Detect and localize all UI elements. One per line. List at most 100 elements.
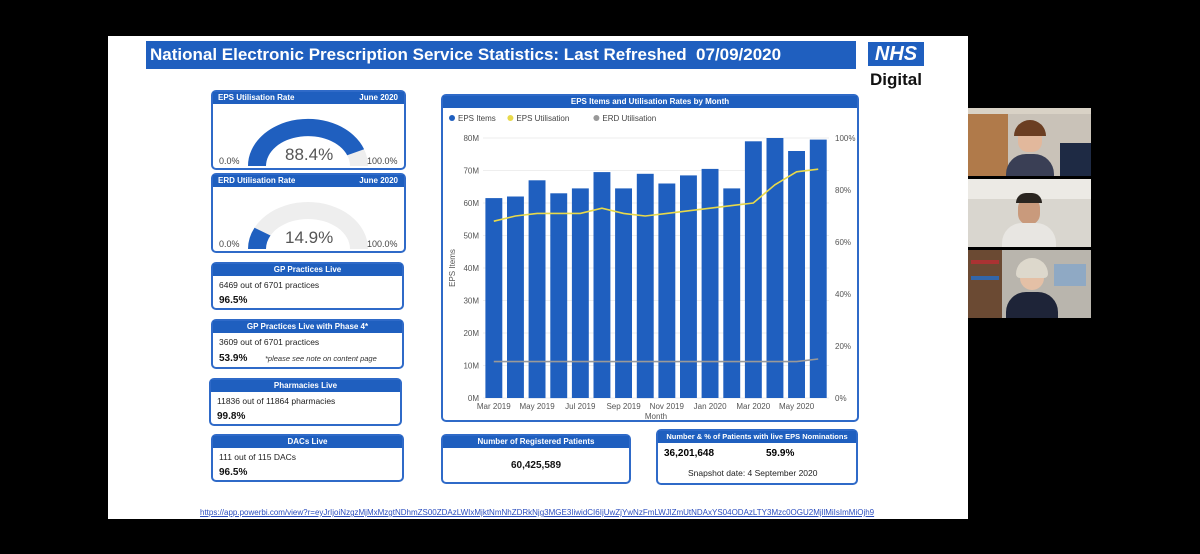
bar xyxy=(571,188,589,398)
erd-gauge-min: 0.0% xyxy=(219,239,240,249)
bar xyxy=(593,172,611,398)
x-tick-label: Jan 2020 xyxy=(694,402,727,411)
bar xyxy=(507,196,524,398)
x-tick-label: Mar 2020 xyxy=(736,402,770,411)
bar xyxy=(485,198,503,398)
nominations-title: Number & % of Patients with live EPS Nom… xyxy=(658,431,856,443)
pharmacies-live-detail: 11836 out of 11864 pharmacies xyxy=(217,396,336,406)
nominations-count: 36,201,648 xyxy=(664,448,715,459)
x-tick-label: Nov 2019 xyxy=(650,402,685,411)
gp-practices-live-pct: 96.5% xyxy=(219,295,248,306)
erd-gauge xyxy=(248,202,368,249)
erd-utilisation-line xyxy=(493,358,819,363)
y-tick-label: 50M xyxy=(463,232,479,241)
y-tick-label: 30M xyxy=(463,297,479,306)
legend-label: EPS Items xyxy=(458,114,496,123)
legend-marker xyxy=(593,115,600,121)
erd-gauge-track xyxy=(248,202,368,249)
gp-practices-live-title: GP Practices Live xyxy=(213,264,402,276)
erd-utilisation-label: ERD Utilisation Rate xyxy=(218,176,296,185)
bar xyxy=(528,180,546,399)
bar xyxy=(680,175,697,398)
y2-tick-label: 100% xyxy=(835,134,855,143)
bar xyxy=(658,183,676,398)
gp-phase4-pct: 53.9% xyxy=(219,353,248,364)
powerbi-link[interactable]: https://app.powerbi.com/view?r=eyJrIjoiN… xyxy=(200,508,875,517)
erd-utilisation-card: ERD Utilisation Rate June 2020 0.0% 14.9… xyxy=(211,173,406,253)
y-tick-label: 70M xyxy=(463,167,479,176)
participant-video-3[interactable] xyxy=(968,250,1091,318)
legend-marker xyxy=(449,115,455,121)
y-tick-label: 10M xyxy=(463,362,479,371)
x-tick-label: May 2019 xyxy=(520,402,556,411)
dacs-live-detail: 111 out of 115 DACs xyxy=(219,452,297,462)
y2-tick-label: 20% xyxy=(835,342,851,351)
eps-utilisation-header: EPS Utilisation Rate June 2020 xyxy=(213,92,404,104)
participant-video-2[interactable] xyxy=(968,179,1091,247)
registered-patients-card: Number of Registered Patients 60,425,589 xyxy=(441,434,631,484)
pharmacies-live-title: Pharmacies Live xyxy=(211,380,400,392)
y2-tick-label: 40% xyxy=(835,290,851,299)
legend-label: EPS Utilisation xyxy=(516,114,569,123)
y2-tick-label: 60% xyxy=(835,238,851,247)
eps-gauge xyxy=(247,118,368,166)
bar xyxy=(788,151,805,398)
bar xyxy=(766,138,784,398)
eps-items-chart: EPS Items EPS Utilisation ERD Utilisation 0… xyxy=(448,114,855,420)
erd-utilisation-period: June 2020 xyxy=(359,176,398,185)
y2-tick-label: 80% xyxy=(835,186,851,195)
registered-patients-value: 60,425,589 xyxy=(510,460,562,471)
erd-gauge-value: 14.9% xyxy=(285,228,334,247)
page-title-text: National Electronic Prescription Service… xyxy=(150,45,687,64)
erd-utilisation-header: ERD Utilisation Rate June 2020 xyxy=(213,175,404,187)
participant-video-1[interactable] xyxy=(968,108,1091,176)
gp-phase4-note: *please see note on content page xyxy=(265,354,377,363)
legend-marker xyxy=(507,115,514,121)
y-tick-label: 0M xyxy=(468,394,479,403)
nhs-digital-label: Digital xyxy=(870,70,922,89)
bar xyxy=(615,188,632,398)
x-axis-label: Month xyxy=(645,412,667,420)
y-tick-label: 20M xyxy=(463,329,479,338)
eps-gauge-fill xyxy=(247,118,365,166)
page-title: National Electronic Prescription Service… xyxy=(146,41,856,69)
bar xyxy=(723,188,741,398)
nhs-logo: NHS xyxy=(868,42,924,66)
dacs-live-pct: 96.5% xyxy=(219,467,248,478)
erd-gauge-max: 100.0% xyxy=(367,239,398,249)
y-tick-label: 60M xyxy=(463,199,479,208)
erd-gauge-fill xyxy=(248,227,271,249)
nominations-card: Number & % of Patients with live EPS Nom… xyxy=(656,429,858,485)
registered-patients-title: Number of Registered Patients xyxy=(443,436,629,448)
bar xyxy=(550,193,568,399)
bar xyxy=(701,168,719,398)
bar xyxy=(636,173,654,399)
dashboard-slide: National Electronic Prescription Service… xyxy=(108,36,968,519)
eps-utilisation-card: EPS Utilisation Rate June 2020 0.0% 88.4… xyxy=(211,90,406,170)
legend-label: ERD Utilisation xyxy=(602,114,656,123)
y-tick-label: 40M xyxy=(463,264,479,273)
gp-practices-live-card: GP Practices Live 6469 out of 6701 pract… xyxy=(211,262,404,310)
x-tick-label: Mar 2019 xyxy=(477,402,511,411)
nominations-snapshot: Snapshot date: 4 September 2020 xyxy=(688,468,818,478)
x-tick-label: May 2020 xyxy=(779,402,815,411)
y-axis-label: EPS Items xyxy=(448,249,457,287)
pharmacies-live-card: Pharmacies Live 11836 out of 11864 pharm… xyxy=(209,378,402,426)
dacs-live-title: DACs Live xyxy=(213,436,402,448)
bar xyxy=(809,139,827,398)
gp-phase4-title: GP Practices Live with Phase 4* xyxy=(213,321,402,333)
eps-gauge-max: 100.0% xyxy=(367,156,398,166)
x-tick-label: Sep 2019 xyxy=(606,402,641,411)
gp-phase4-detail: 3609 out of 6701 practices xyxy=(219,337,320,347)
refresh-date: 07/09/2020 xyxy=(696,45,782,64)
nominations-pct: 59.9% xyxy=(766,448,795,459)
chart-title: EPS Items and Utilisation Rates by Month xyxy=(443,96,857,108)
eps-utilisation-period: June 2020 xyxy=(359,93,398,102)
eps-utilisation-label: EPS Utilisation Rate xyxy=(218,93,295,102)
y2-tick-label: 0% xyxy=(835,394,847,403)
dacs-live-card: DACs Live 111 out of 115 DACs 96.5% xyxy=(211,434,404,482)
eps-items-chart-card: EPS Items and Utilisation Rates by Month… xyxy=(441,94,859,422)
gp-practices-live-detail: 6469 out of 6701 practices xyxy=(219,280,320,290)
bar xyxy=(744,141,762,399)
gp-phase4-card: GP Practices Live with Phase 4* 3609 out… xyxy=(211,319,404,369)
